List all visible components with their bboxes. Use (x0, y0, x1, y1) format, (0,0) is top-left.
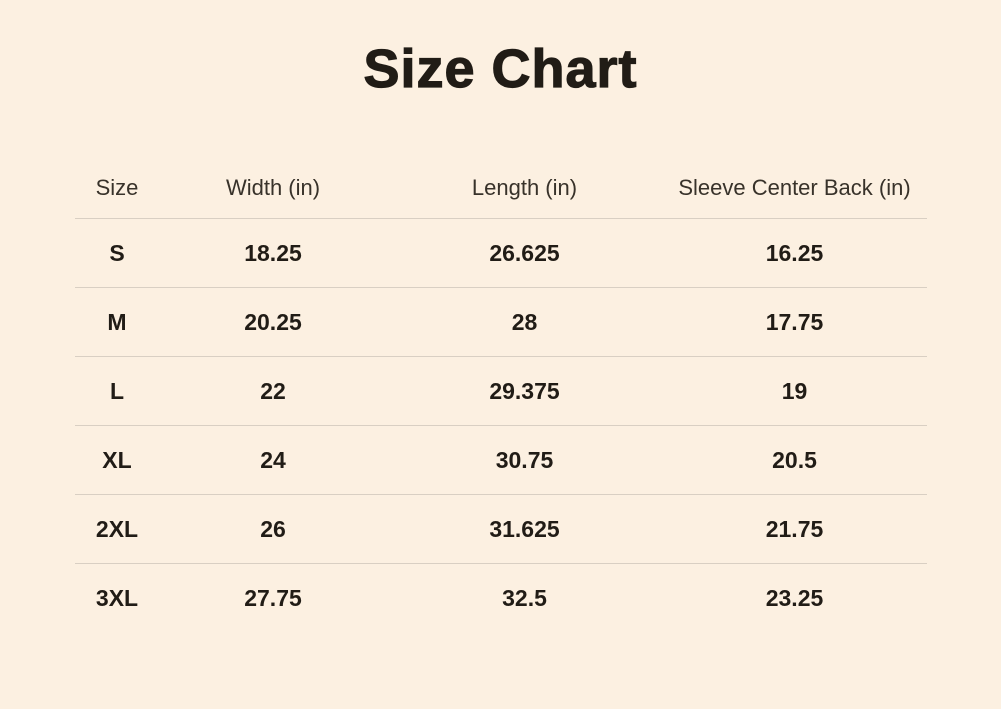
table-row-m: M 20.25 28 17.75 (74, 287, 927, 357)
header-cell-size: Size (74, 158, 160, 219)
width-value-cell: 27.75 (244, 584, 302, 611)
size-cell: 2XL (74, 494, 160, 564)
size-cell: L (74, 356, 160, 426)
size-chart-table: Size Width (in) Length (in) Sleeve Cente… (74, 158, 927, 633)
header-cell-length: Length (in) (386, 158, 663, 219)
table-row-s: S 18.25 26.625 16.25 (74, 218, 927, 288)
length-value-cell: 26.625 (386, 218, 663, 288)
table-row-3xl: 3XL 27.75 32.5 23.25 (75, 564, 927, 633)
width-value-cell: 24 (159, 425, 387, 495)
size-cell: M (74, 287, 160, 357)
width-value-cell: 26 (159, 494, 387, 564)
width-value-cell: 22 (159, 356, 387, 426)
width-value-cell: 20.25 (159, 287, 387, 357)
sleeve-value-cell: 23.25 (765, 584, 824, 611)
header-cell-sleeve-center-back: Sleeve Center Back (in) (662, 158, 927, 219)
length-value-cell: 30.75 (386, 425, 663, 495)
table-row-xl: XL 24 30.75 20.5 (74, 425, 927, 495)
length-value-cell: 31.625 (386, 494, 663, 564)
sleeve-value-cell: 21.75 (662, 494, 927, 564)
length-value-cell: 32.5 (502, 584, 547, 611)
table-header-row: Size Width (in) Length (in) Sleeve Cente… (74, 158, 927, 219)
size-cell: XL (74, 425, 160, 495)
width-value-cell: 18.25 (159, 218, 387, 288)
sleeve-value-cell: 16.25 (662, 218, 927, 288)
length-value-cell: 28 (386, 287, 663, 357)
sleeve-value-cell: 19 (662, 356, 927, 426)
table-row-l: L 22 29.375 19 (74, 356, 927, 426)
header-cell-width: Width (in) (159, 158, 387, 219)
length-value-cell: 29.375 (386, 356, 663, 426)
sleeve-value-cell: 17.75 (662, 287, 927, 357)
sleeve-value-cell: 20.5 (662, 425, 927, 495)
size-cell: S (74, 218, 160, 288)
size-cell: 3XL (95, 584, 139, 611)
page-title: Size Chart (363, 39, 638, 99)
table-row-2xl: 2XL 26 31.625 21.75 (74, 494, 927, 564)
